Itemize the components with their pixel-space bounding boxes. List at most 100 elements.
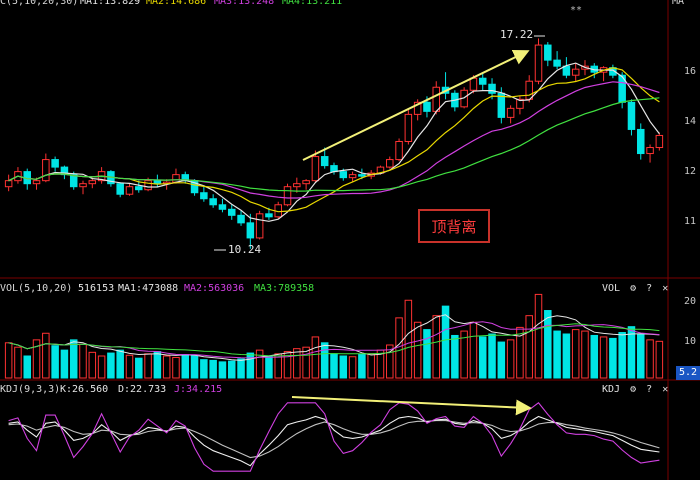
kdj-line-d xyxy=(8,420,660,459)
candle-body xyxy=(637,128,645,155)
volume-bar xyxy=(525,315,533,379)
volume-bar xyxy=(23,355,31,379)
candle-body xyxy=(506,107,515,118)
candle-body xyxy=(358,174,366,177)
vol-ma-line-ma3 xyxy=(8,323,660,357)
volume-bar xyxy=(320,342,329,379)
y-tick-label: 12 xyxy=(684,166,697,177)
volume-bar xyxy=(348,356,357,379)
ma-line-ma4 xyxy=(8,97,660,192)
volume-panel xyxy=(4,293,664,379)
peak-price-label: 17.22 xyxy=(500,28,534,41)
candle-body xyxy=(544,44,552,61)
candle-body xyxy=(655,134,664,149)
volume-bar xyxy=(423,329,431,379)
candle-body xyxy=(265,213,273,218)
candle-body xyxy=(227,208,236,216)
candle-body xyxy=(42,159,50,182)
volume-bar xyxy=(200,359,208,379)
volume-bar xyxy=(274,353,282,379)
vol-ma2-value: MA2:563036 xyxy=(184,283,245,294)
volume-bar xyxy=(655,340,664,379)
volume-bar xyxy=(97,355,106,379)
volume-bar xyxy=(237,358,245,379)
annotations xyxy=(214,35,545,416)
candle-body xyxy=(646,147,654,155)
candle-body xyxy=(488,83,496,94)
volume-bar xyxy=(590,334,599,379)
kdj-indicator-label: KDJ(9,3,3) xyxy=(0,384,61,395)
kdj-line-j xyxy=(8,402,660,472)
volume-bar xyxy=(451,334,459,379)
candle-body xyxy=(562,65,571,76)
candle-body xyxy=(172,174,180,183)
vol-value: 516153 xyxy=(78,283,115,294)
kdj-panel-tag[interactable]: KDJ xyxy=(602,384,621,395)
volume-bar xyxy=(209,359,217,379)
question-icon[interactable]: ? xyxy=(646,384,653,395)
volume-bar xyxy=(135,357,143,379)
candle-body xyxy=(432,86,441,112)
volume-bar xyxy=(69,339,78,379)
volume-bar xyxy=(478,336,487,379)
divergence-note: 顶背离 xyxy=(418,209,490,243)
y-tick-label: 14 xyxy=(684,116,697,127)
close-icon[interactable]: ✕ xyxy=(662,283,669,294)
volume-bar xyxy=(302,346,310,379)
candle-body xyxy=(32,180,41,185)
volume-bar xyxy=(627,326,636,379)
ma-line-ma1 xyxy=(8,62,660,222)
volume-bar xyxy=(497,341,506,379)
volume-bar xyxy=(432,315,441,379)
price-panel xyxy=(4,38,664,249)
candle-body xyxy=(88,180,97,185)
volume-bar xyxy=(162,355,171,379)
kdj-j-value: J:34.215 xyxy=(174,384,223,395)
gear-icon[interactable]: ⚙ xyxy=(630,384,637,395)
kdj-d-value: D:22.733 xyxy=(118,384,167,395)
vol-current-badge: 5.2 xyxy=(676,366,700,380)
volume-bar xyxy=(534,293,543,379)
kdj-trend-arrow xyxy=(291,396,532,416)
volume-bar xyxy=(506,339,515,379)
gear-icon[interactable]: ⚙ xyxy=(630,283,637,294)
candle-body xyxy=(51,159,59,168)
volume-bar xyxy=(460,330,468,379)
close-icon[interactable]: ✕ xyxy=(662,384,669,395)
volume-bar xyxy=(190,355,199,379)
volume-bar xyxy=(553,330,561,379)
volume-bar xyxy=(88,351,97,379)
candle-body xyxy=(144,180,152,191)
question-icon[interactable]: ? xyxy=(646,283,653,294)
volume-bar xyxy=(609,337,617,379)
candle-body xyxy=(571,68,580,76)
candle-body xyxy=(413,101,422,115)
vol-panel-tag[interactable]: VOL xyxy=(602,283,621,294)
main-indicator-label: C(5,10,20,30) xyxy=(0,0,79,7)
candle-body xyxy=(348,174,357,179)
kdj-panel-controls: KDJ ⚙ ? ✕ xyxy=(598,384,668,395)
volume-bar xyxy=(60,349,69,379)
marker-label: ** xyxy=(570,5,583,16)
vol-y-tick-label: 20 xyxy=(684,296,697,307)
vol-ma-line-ma2 xyxy=(8,321,660,359)
main-panel-tag[interactable]: MA xyxy=(672,0,685,7)
volume-bar xyxy=(367,353,375,379)
candle-body xyxy=(69,174,78,188)
volume-bar xyxy=(4,342,13,379)
vol-indicator-label: VOL(5,10,20) xyxy=(0,283,73,294)
volume-bar xyxy=(646,339,654,379)
vol-y-tick-label: 10 xyxy=(684,336,697,347)
volume-bar xyxy=(172,356,180,379)
volume-bar xyxy=(311,336,320,379)
volume-bar xyxy=(79,343,87,379)
volume-bar xyxy=(125,354,134,379)
vol-ma-line-ma1 xyxy=(8,314,660,361)
kdj-line-k xyxy=(8,415,660,467)
volume-bar xyxy=(283,351,292,379)
volume-bar xyxy=(153,351,162,379)
candle-body xyxy=(125,186,134,195)
candle-body xyxy=(209,198,217,206)
main-ma1-value: MA1:13.829 xyxy=(80,0,141,7)
